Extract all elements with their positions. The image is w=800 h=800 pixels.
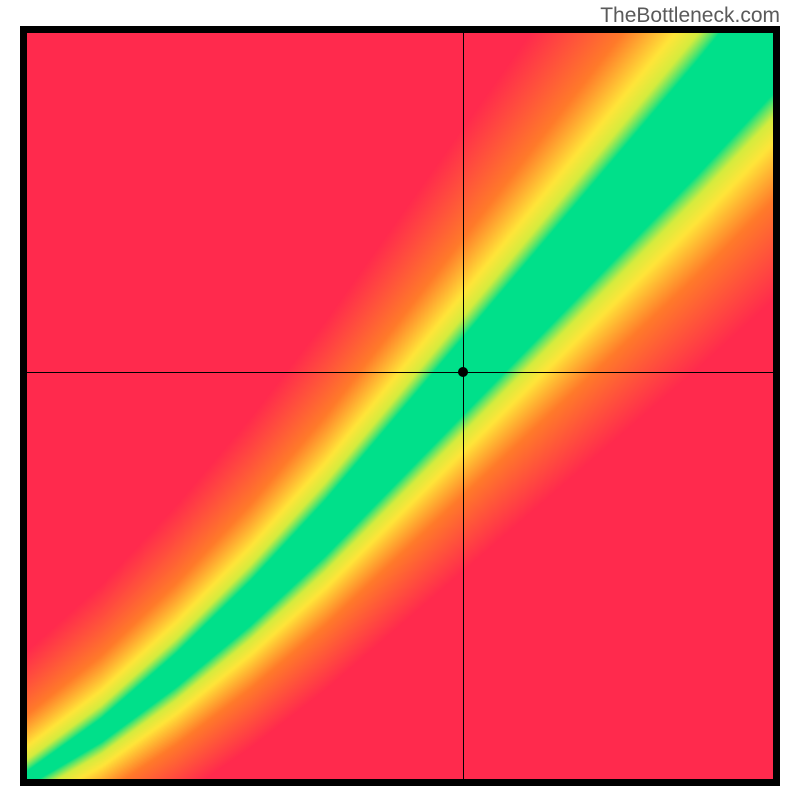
- marker-dot: [458, 367, 468, 377]
- heatmap-plot: [20, 26, 780, 786]
- chart-container: TheBottleneck.com: [0, 0, 800, 800]
- watermark-text: TheBottleneck.com: [600, 4, 780, 28]
- crosshair-vertical: [463, 33, 465, 779]
- crosshair-horizontal: [27, 372, 773, 374]
- heatmap-canvas: [27, 33, 773, 779]
